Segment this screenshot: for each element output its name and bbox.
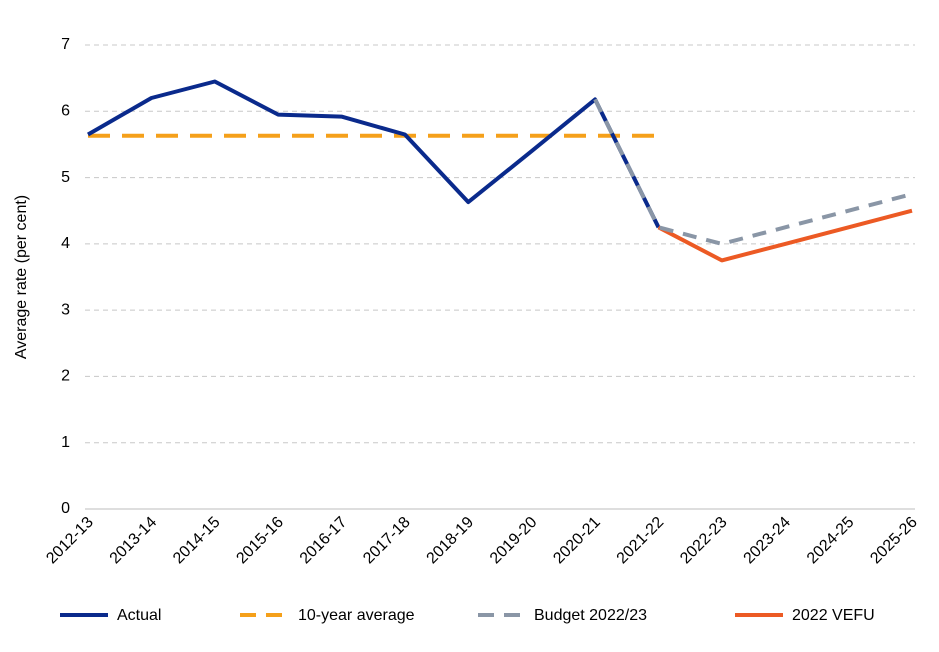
legend-label: Actual	[117, 607, 161, 624]
y-tick-label: 2	[61, 368, 70, 385]
x-tick-label: 2021-22	[614, 514, 668, 568]
y-axis-title: Average rate (per cent)	[13, 195, 30, 359]
x-tick-label: 2020-21	[550, 514, 604, 568]
x-tick-label: 2012-13	[43, 514, 97, 568]
x-tick-label: 2015-16	[233, 514, 287, 568]
y-tick-label: 6	[61, 103, 70, 120]
x-tick-label: 2018-19	[424, 514, 478, 568]
x-tick-label: 2024-25	[804, 514, 858, 568]
series-lines	[87, 79, 913, 263]
x-tick-label: 2022-23	[677, 514, 731, 568]
series-line-actual	[87, 79, 661, 229]
y-tick-label: 7	[61, 36, 70, 53]
y-tick-label: 4	[61, 235, 70, 252]
y-tick-label: 3	[61, 301, 70, 318]
x-tick-label: 2019-20	[487, 514, 541, 568]
legend-label: Budget 2022/23	[534, 607, 647, 624]
series-line-budget-2022-23	[593, 98, 913, 246]
legend: Actual 10-year average Budget 2022/23 2022 …	[60, 607, 875, 624]
x-tick-label: 2014-15	[170, 514, 224, 568]
series-line-2022-vefu	[657, 208, 913, 263]
x-axis-ticks: 2012-13 2013-14 2014-15 2015-16 2016-17 2017-…	[43, 514, 921, 568]
legend-label: 2022 VEFU	[792, 607, 875, 624]
x-tick-label: 2025-26	[867, 514, 921, 568]
legend-label: 10-year average	[298, 607, 415, 624]
x-tick-label: 2013-14	[107, 514, 161, 568]
y-tick-label: 5	[61, 169, 70, 186]
y-axis-ticks: 0 1 2 3 4 5 6 7	[61, 36, 70, 517]
x-tick-label: 2023-24	[741, 514, 795, 568]
x-tick-label: 2017-18	[360, 514, 414, 568]
y-tick-label: 1	[61, 434, 70, 451]
x-tick-label: 2016-17	[297, 514, 351, 568]
y-tick-label: 0	[61, 500, 70, 517]
